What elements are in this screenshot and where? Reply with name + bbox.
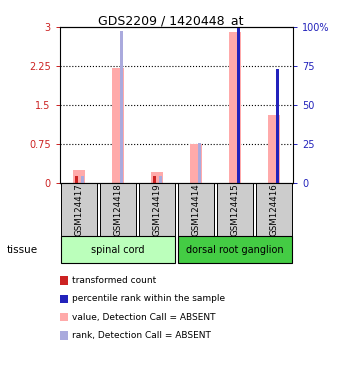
Bar — [61, 183, 97, 236]
Text: transformed count: transformed count — [72, 276, 156, 285]
Bar — [159, 177, 162, 183]
Text: GSM124419: GSM124419 — [152, 183, 162, 236]
Bar — [73, 170, 85, 183]
Text: GSM124416: GSM124416 — [269, 183, 278, 236]
Text: dorsal root ganglion: dorsal root ganglion — [186, 245, 284, 255]
Text: GSM124414: GSM124414 — [191, 183, 201, 236]
Bar — [151, 172, 163, 183]
Bar — [100, 183, 136, 236]
Bar — [112, 68, 124, 183]
Bar — [237, 28, 240, 183]
Bar — [75, 176, 78, 183]
Bar — [198, 143, 201, 183]
Bar — [120, 30, 123, 183]
Text: spinal cord: spinal cord — [91, 245, 145, 255]
Text: rank, Detection Call = ABSENT: rank, Detection Call = ABSENT — [72, 331, 210, 340]
Bar — [256, 183, 292, 236]
Text: value, Detection Call = ABSENT: value, Detection Call = ABSENT — [72, 313, 215, 322]
Bar — [268, 115, 280, 183]
Bar — [139, 183, 175, 236]
Text: GSM124417: GSM124417 — [75, 183, 84, 236]
Bar — [217, 183, 253, 236]
Bar — [190, 144, 202, 183]
Text: percentile rank within the sample: percentile rank within the sample — [72, 294, 225, 303]
Text: GDS2209 / 1420448_at: GDS2209 / 1420448_at — [98, 14, 243, 27]
Bar — [229, 32, 241, 183]
Text: tissue: tissue — [7, 245, 38, 255]
Bar — [178, 183, 214, 236]
Bar — [178, 236, 292, 263]
Bar — [152, 177, 156, 183]
Bar — [276, 70, 279, 183]
Bar — [61, 236, 175, 263]
Text: GSM124415: GSM124415 — [231, 183, 239, 236]
Text: GSM124418: GSM124418 — [114, 183, 122, 236]
Bar — [81, 176, 84, 183]
